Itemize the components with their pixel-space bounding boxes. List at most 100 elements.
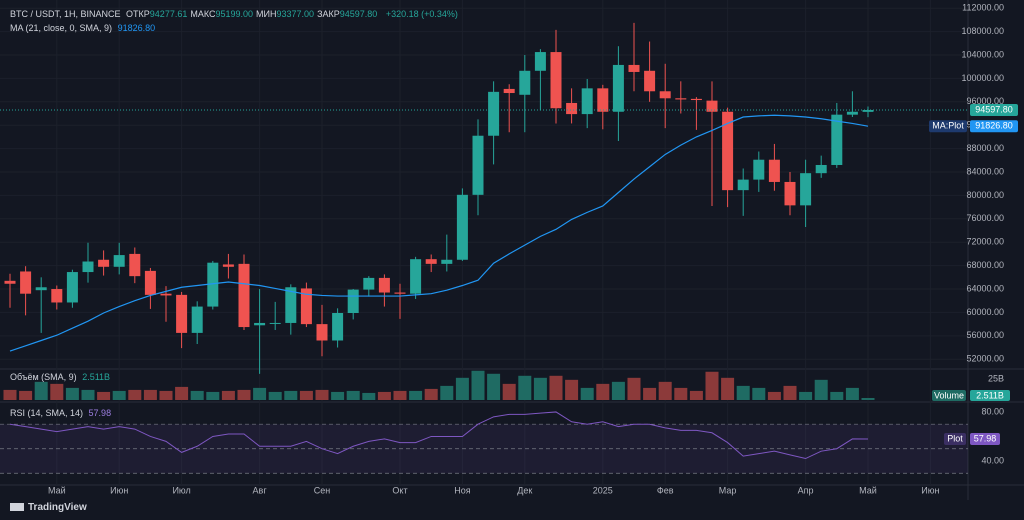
change: +320.18 (+0.34%) bbox=[385, 9, 458, 19]
candle-body bbox=[519, 70, 531, 95]
candle-body bbox=[753, 159, 765, 180]
volume-bar bbox=[518, 375, 532, 400]
candle-body bbox=[800, 173, 812, 206]
candle-body bbox=[222, 264, 234, 267]
candle-body bbox=[706, 100, 718, 112]
volume-bar bbox=[611, 381, 625, 400]
candle-body bbox=[550, 52, 562, 109]
volume-bar bbox=[643, 387, 657, 400]
candle-body bbox=[534, 52, 546, 71]
y-tick-label: 80.00 bbox=[981, 406, 1004, 416]
ma-plot-label: MA:Plot bbox=[932, 121, 964, 131]
volume-bar bbox=[736, 385, 750, 400]
volume-bar bbox=[237, 389, 251, 400]
volume-bar bbox=[377, 391, 391, 400]
volume-bar bbox=[845, 387, 859, 400]
candle-body bbox=[35, 287, 47, 291]
candle-body bbox=[768, 159, 780, 182]
y-tick-label: 72000.00 bbox=[966, 237, 1004, 247]
volume-bar bbox=[565, 379, 579, 400]
ma-value: 91826.80 bbox=[117, 23, 156, 33]
candle-body bbox=[566, 102, 578, 115]
volume-bar bbox=[705, 371, 719, 400]
volume-title: Объём (SMA, 9) bbox=[10, 372, 77, 382]
ma-plot-box bbox=[929, 120, 967, 133]
volume-bar bbox=[346, 390, 360, 400]
candle-body bbox=[98, 259, 110, 267]
ma-value-label: 91826.80 bbox=[975, 121, 1013, 131]
x-tick-label: Дек bbox=[517, 485, 532, 495]
volume-bar bbox=[861, 397, 875, 400]
volume-bar bbox=[315, 389, 329, 400]
volume-bar bbox=[767, 391, 781, 400]
volume-plot-label: Volume bbox=[934, 390, 964, 400]
y-tick-label: 100000.00 bbox=[961, 73, 1004, 83]
candle-body bbox=[503, 88, 515, 94]
y-tick-label: 60000.00 bbox=[966, 307, 1004, 317]
volume-value-label: 2.511B bbox=[976, 390, 1004, 400]
candle-body bbox=[51, 289, 63, 303]
candle-body bbox=[488, 91, 500, 136]
volume-bar bbox=[143, 389, 157, 400]
candle-body bbox=[846, 111, 858, 115]
y-tick-label: 76000.00 bbox=[966, 213, 1004, 223]
candle-body bbox=[862, 110, 874, 112]
x-tick-label: Окт bbox=[392, 485, 407, 495]
x-tick-label: 2025 bbox=[593, 485, 613, 495]
volume-bar bbox=[596, 383, 610, 400]
volume-bar bbox=[3, 389, 17, 400]
y-tick-label: 112000.00 bbox=[962, 3, 1004, 13]
ma-value-box bbox=[970, 120, 1018, 133]
rsi-plot-box bbox=[944, 432, 966, 445]
volume-bar bbox=[190, 390, 204, 400]
candle-body bbox=[66, 272, 78, 303]
brand-logo bbox=[10, 503, 24, 512]
candle-body bbox=[363, 277, 375, 290]
volume-bar bbox=[284, 390, 298, 400]
volume-bar bbox=[580, 387, 594, 400]
candle-body bbox=[254, 322, 266, 326]
volume-legend: Объём (SMA, 9) 2.511B bbox=[10, 372, 113, 382]
volume-bar bbox=[409, 390, 423, 400]
candle-body bbox=[597, 88, 609, 112]
candle-body bbox=[285, 287, 297, 323]
y-tick-label: 80000.00 bbox=[966, 190, 1004, 200]
candle-body bbox=[737, 179, 749, 191]
volume-bar bbox=[206, 391, 220, 400]
ohlc-label: ЗАКР bbox=[317, 9, 340, 19]
candle-body bbox=[207, 262, 219, 307]
volume-bar bbox=[455, 377, 469, 400]
rsi-legend: RSI (14, SMA, 14) 57.98 bbox=[10, 408, 114, 418]
candle-body bbox=[144, 270, 156, 295]
volume-bar bbox=[814, 379, 828, 400]
y-tick-label: 25B bbox=[988, 373, 1004, 383]
candle-body bbox=[4, 280, 16, 284]
ohlc-label: ОТКР bbox=[126, 9, 150, 19]
volume-bar bbox=[175, 386, 189, 400]
volume-bar bbox=[487, 373, 501, 400]
last-price-label: 94597.80 bbox=[975, 104, 1013, 114]
ohlc-label: МАКС bbox=[190, 9, 216, 19]
candle-body bbox=[238, 263, 250, 328]
volume-bar bbox=[658, 381, 672, 400]
volume-bar bbox=[362, 392, 376, 400]
symbol: BTC / USDT, 1H, BINANCE bbox=[10, 9, 121, 19]
y-tick-label: 104000.00 bbox=[961, 49, 1004, 59]
volume-bar bbox=[34, 381, 48, 400]
ma-legend: MA (21, close, 0, SMA, 9) 91826.80 bbox=[10, 23, 158, 33]
candle-body bbox=[675, 98, 687, 100]
ma-line bbox=[9, 114, 869, 352]
volume-bar bbox=[128, 389, 142, 400]
volume-bar bbox=[627, 377, 641, 400]
volume-bar bbox=[533, 377, 547, 400]
x-tick-label: Июн bbox=[110, 485, 128, 495]
candle-body bbox=[129, 253, 141, 277]
candle-body bbox=[659, 91, 671, 99]
ohlc-value: 94597.80 bbox=[339, 9, 378, 19]
x-tick-label: Авг bbox=[253, 485, 268, 495]
rsi-title: RSI (14, SMA, 14) bbox=[10, 408, 84, 418]
candle-body bbox=[300, 288, 312, 325]
x-tick-label: Апр bbox=[798, 485, 814, 495]
volume-value-box bbox=[970, 390, 1010, 401]
x-tick-label: Июл bbox=[172, 485, 190, 495]
